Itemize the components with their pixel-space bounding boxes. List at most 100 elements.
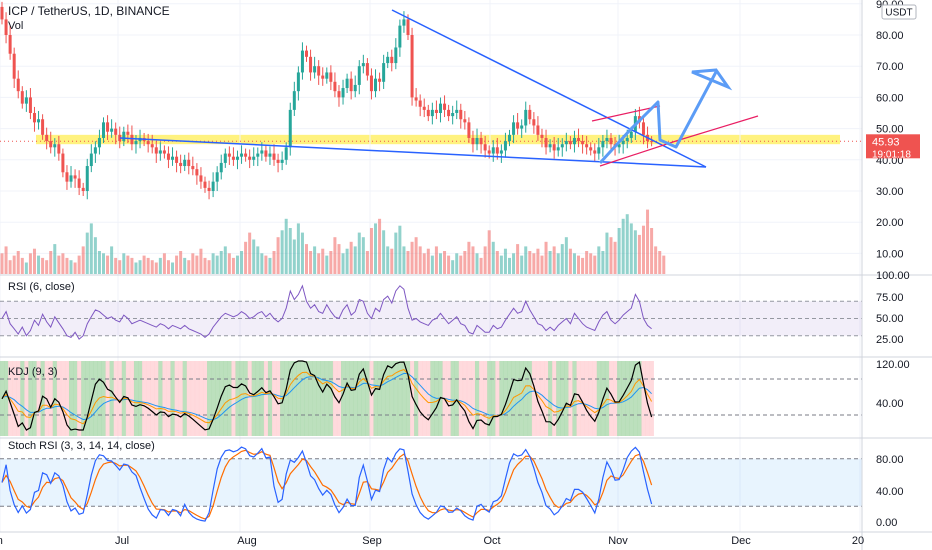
- candle[interactable]: [195, 163, 199, 185]
- candle[interactable]: [175, 150, 179, 173]
- candle[interactable]: [93, 141, 97, 163]
- candle[interactable]: [264, 145, 268, 162]
- candle[interactable]: [479, 131, 483, 154]
- candle[interactable]: [560, 138, 564, 157]
- candle[interactable]: [443, 95, 447, 118]
- wedge-lower-trendline[interactable]: [119, 137, 707, 168]
- rsi-indicator[interactable]: [0, 284, 862, 340]
- candle[interactable]: [73, 169, 77, 188]
- candle[interactable]: [187, 152, 191, 175]
- candle[interactable]: [49, 131, 53, 154]
- kdj-indicator[interactable]: [0, 360, 862, 436]
- candle[interactable]: [215, 166, 219, 191]
- candle[interactable]: [183, 154, 187, 172]
- symbol-title[interactable]: ICP / TetherUS, 1D, BINANCE: [8, 4, 170, 18]
- candle[interactable]: [455, 100, 459, 120]
- candle[interactable]: [0, 1, 4, 25]
- candle[interactable]: [61, 148, 65, 178]
- candle[interactable]: [300, 42, 304, 80]
- candle[interactable]: [45, 127, 49, 150]
- candle[interactable]: [12, 47, 16, 89]
- candle[interactable]: [414, 88, 418, 107]
- candle[interactable]: [650, 136, 654, 147]
- candle[interactable]: [451, 105, 455, 125]
- candle[interactable]: [572, 130, 576, 153]
- candle[interactable]: [256, 147, 260, 167]
- candle[interactable]: [516, 113, 520, 135]
- candle[interactable]: [305, 45, 308, 62]
- candle[interactable]: [641, 116, 645, 145]
- candle[interactable]: [272, 144, 276, 166]
- candle[interactable]: [422, 98, 426, 118]
- candle[interactable]: [146, 133, 150, 153]
- candle[interactable]: [69, 166, 73, 188]
- drawings[interactable]: [119, 9, 759, 168]
- candle[interactable]: [463, 110, 467, 130]
- candle[interactable]: [438, 97, 442, 123]
- candle[interactable]: [65, 165, 69, 190]
- candle[interactable]: [288, 102, 292, 156]
- candle[interactable]: [605, 129, 609, 149]
- candle[interactable]: [150, 134, 154, 154]
- candle[interactable]: [512, 115, 516, 144]
- candle[interactable]: [378, 72, 382, 92]
- candle[interactable]: [528, 104, 532, 125]
- rsi-label[interactable]: RSI (6, close): [8, 281, 75, 293]
- candle[interactable]: [447, 104, 451, 122]
- candle[interactable]: [601, 134, 605, 157]
- candle[interactable]: [211, 172, 215, 198]
- candle[interactable]: [341, 79, 345, 105]
- candle[interactable]: [540, 128, 544, 148]
- candle[interactable]: [166, 146, 170, 169]
- candle[interactable]: [467, 117, 471, 143]
- candle[interactable]: [410, 27, 414, 106]
- candle[interactable]: [41, 114, 45, 140]
- candle[interactable]: [593, 143, 597, 162]
- candle[interactable]: [53, 138, 57, 157]
- candle[interactable]: [179, 154, 183, 174]
- candle[interactable]: [325, 67, 329, 84]
- candle[interactable]: [118, 126, 122, 149]
- candle[interactable]: [536, 116, 540, 141]
- kdj-k-line[interactable]: [1, 369, 653, 425]
- candle[interactable]: [471, 130, 475, 153]
- candle[interactable]: [345, 73, 349, 94]
- candle[interactable]: [199, 167, 203, 189]
- candle[interactable]: [240, 145, 244, 164]
- candle[interactable]: [524, 101, 528, 133]
- candle[interactable]: [589, 142, 593, 156]
- candle[interactable]: [337, 85, 341, 107]
- candle[interactable]: [321, 67, 325, 86]
- candle[interactable]: [102, 117, 105, 143]
- candle[interactable]: [28, 88, 32, 120]
- candle[interactable]: [394, 38, 398, 70]
- candle[interactable]: [491, 140, 495, 162]
- candle[interactable]: [609, 132, 613, 150]
- candle[interactable]: [369, 68, 373, 100]
- candle[interactable]: [309, 49, 313, 81]
- candle[interactable]: [434, 100, 438, 120]
- candle[interactable]: [276, 153, 280, 173]
- candle[interactable]: [89, 144, 93, 173]
- candle[interactable]: [16, 70, 20, 99]
- candle[interactable]: [329, 65, 333, 91]
- candle[interactable]: [106, 115, 110, 140]
- channel-upper-line[interactable]: [591, 105, 661, 122]
- candle[interactable]: [353, 75, 357, 98]
- candle[interactable]: [402, 11, 406, 33]
- candle[interactable]: [317, 60, 321, 85]
- candle[interactable]: [503, 132, 507, 158]
- candle[interactable]: [20, 86, 24, 109]
- candle[interactable]: [418, 94, 422, 117]
- channel-lower-line[interactable]: [599, 140, 677, 167]
- kdj-label[interactable]: KDJ (9, 3): [8, 366, 58, 378]
- candle[interactable]: [235, 150, 239, 170]
- kdj-d-line[interactable]: [1, 372, 652, 421]
- currency-badge[interactable]: USDT: [881, 4, 917, 20]
- candle[interactable]: [430, 102, 434, 125]
- candle[interactable]: [252, 147, 256, 166]
- candle[interactable]: [313, 56, 317, 79]
- candle[interactable]: [548, 139, 552, 153]
- candle[interactable]: [158, 142, 162, 161]
